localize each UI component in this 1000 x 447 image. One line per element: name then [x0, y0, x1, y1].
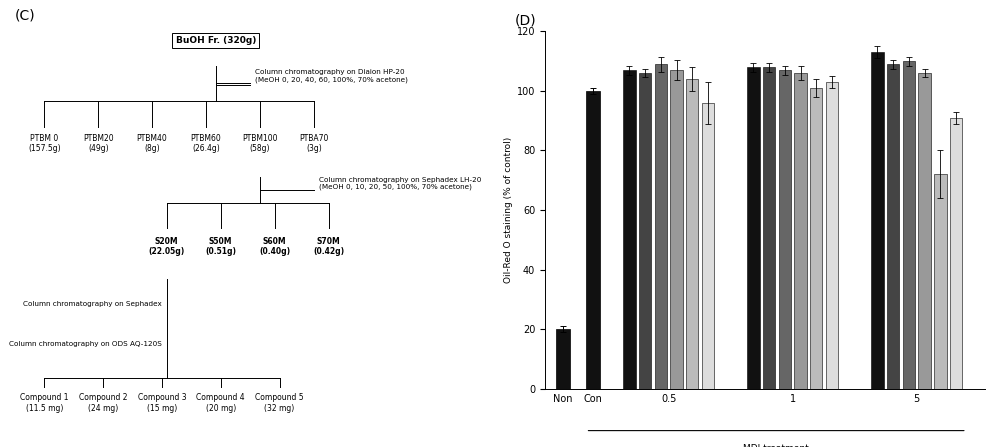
Bar	[887, 64, 899, 389]
Bar	[747, 67, 760, 389]
Text: Compound 3
(15 mg): Compound 3 (15 mg)	[138, 393, 186, 413]
Text: PTBA70
(3g): PTBA70 (3g)	[299, 134, 328, 153]
Bar	[623, 70, 636, 389]
Bar	[903, 61, 915, 389]
Bar	[702, 103, 714, 389]
Text: Compound 4
(20 mg): Compound 4 (20 mg)	[196, 393, 245, 413]
Text: Column chromatography on ODS AQ-120S: Column chromatography on ODS AQ-120S	[9, 341, 162, 347]
Text: PTBM40
(8g): PTBM40 (8g)	[137, 134, 167, 153]
Bar	[655, 64, 667, 389]
Text: Column chromatography on Diaion HP-20
(MeOH 0, 20, 40, 60, 100%, 70% acetone): Column chromatography on Diaion HP-20 (M…	[255, 69, 408, 83]
Bar	[950, 118, 962, 389]
Text: Column chromatography on Sephadex LH-20
(MeOH 0, 10, 20, 50, 100%, 70% acetone): Column chromatography on Sephadex LH-20 …	[319, 177, 481, 190]
Bar	[871, 52, 884, 389]
Text: PTBM100
(58g): PTBM100 (58g)	[242, 134, 278, 153]
Bar	[670, 70, 683, 389]
Text: S50M
(0.51g): S50M (0.51g)	[205, 237, 236, 256]
Text: S20M
(22.05g): S20M (22.05g)	[149, 237, 185, 256]
Bar	[794, 73, 807, 389]
Bar	[586, 91, 600, 389]
Text: S60M
(0.40g): S60M (0.40g)	[259, 237, 290, 256]
Bar	[686, 79, 698, 389]
Bar	[639, 73, 651, 389]
Text: (C): (C)	[15, 9, 36, 23]
Text: MDI treatment: MDI treatment	[743, 444, 809, 447]
Text: PTBM60
(26.4g): PTBM60 (26.4g)	[191, 134, 221, 153]
Text: BuOH Fr. (320g): BuOH Fr. (320g)	[176, 36, 256, 45]
Text: PTBM20
(49g): PTBM20 (49g)	[83, 134, 114, 153]
Bar	[810, 88, 822, 389]
Bar	[779, 70, 791, 389]
Text: Compound 5
(32 mg): Compound 5 (32 mg)	[255, 393, 304, 413]
Text: Compound 1
(11.5 mg): Compound 1 (11.5 mg)	[20, 393, 69, 413]
Text: Compound 2
(24 mg): Compound 2 (24 mg)	[79, 393, 127, 413]
Text: Column chromatography on Sephadex: Column chromatography on Sephadex	[23, 301, 162, 307]
Bar	[763, 67, 775, 389]
Text: (D): (D)	[515, 13, 537, 27]
Text: PTBM 0
(157.5g): PTBM 0 (157.5g)	[28, 134, 61, 153]
Bar	[934, 174, 947, 389]
Bar	[918, 73, 931, 389]
Text: S70M
(0.42g): S70M (0.42g)	[313, 237, 344, 256]
Bar	[826, 82, 838, 389]
Bar	[556, 329, 570, 389]
Y-axis label: Oil-Red O staining (% of control): Oil-Red O staining (% of control)	[504, 137, 513, 283]
